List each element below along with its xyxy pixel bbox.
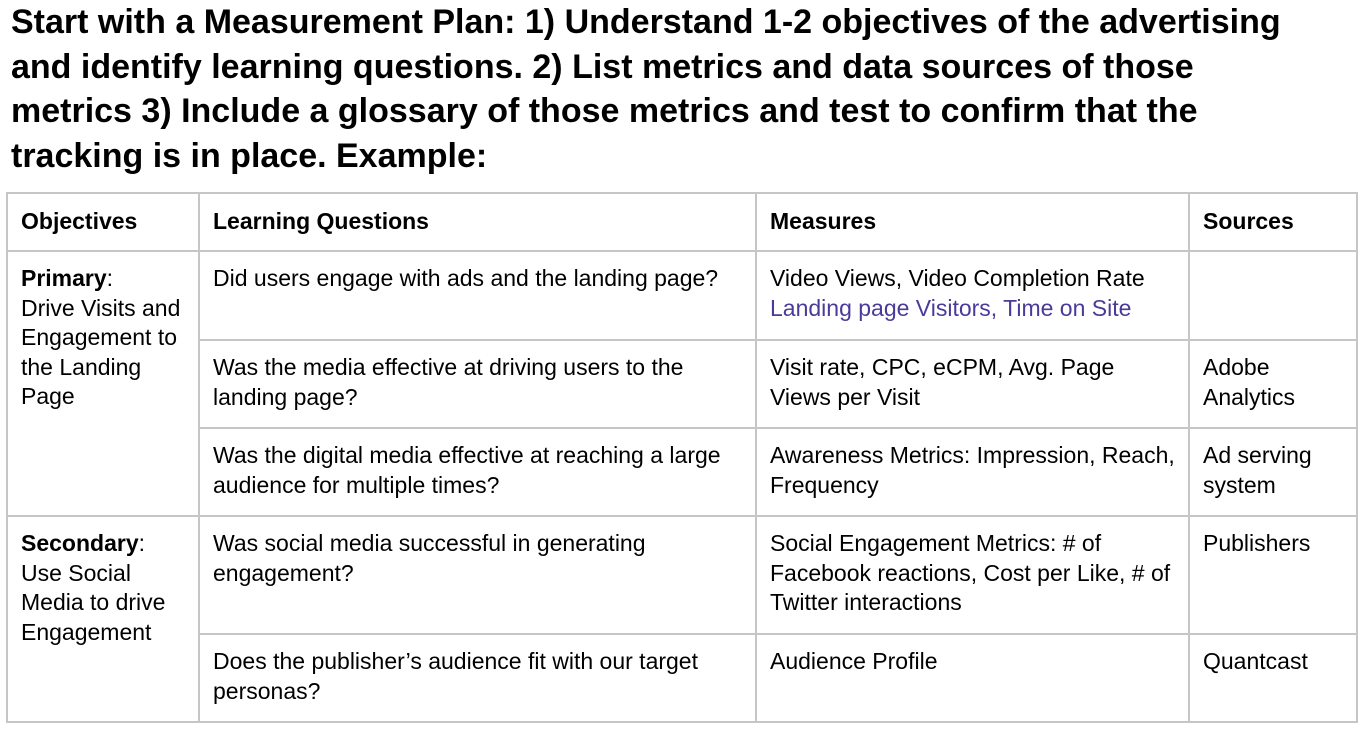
- table-row: Secondary: Use Social Media to drive Eng…: [6, 515, 1358, 723]
- header-measures: Measures: [755, 192, 1190, 252]
- objective-description: Drive Visits and Engagement to the Landi…: [21, 294, 181, 410]
- header-sources: Sources: [1188, 192, 1358, 252]
- header-learning-questions: Learning Questions: [198, 192, 757, 252]
- learning-question-cell: Was social media successful in generatin…: [198, 515, 757, 635]
- source-cell: Publishers: [1188, 515, 1358, 635]
- objective-primary-cell: Primary: Drive Visits and Engagement to …: [6, 250, 200, 517]
- heading-line: tracking is in place. Example:: [11, 136, 488, 175]
- table-header-row: Objectives Learning Questions Measures S…: [6, 192, 1358, 252]
- source-cell: [1188, 250, 1358, 341]
- measures-cell: Social Engagement Metrics: # of Facebook…: [755, 515, 1190, 635]
- objective-label-suffix: :: [106, 265, 114, 291]
- objective-label-suffix: :: [138, 530, 145, 556]
- objective-secondary-cell: Secondary: Use Social Media to drive Eng…: [6, 515, 200, 723]
- header-objectives: Objectives: [6, 192, 200, 252]
- table-row: Was the digital media effective at reach…: [7, 427, 1358, 517]
- objective-label: Secondary: [21, 530, 139, 556]
- heading-line: Start with a Measurement Plan: 1) Unders…: [11, 3, 1281, 41]
- source-cell: Quantcast: [1188, 633, 1358, 723]
- measures-cell: Video Views, Video Completion Rate Landi…: [755, 250, 1190, 341]
- table-row: Does the publisher’s audience fit with o…: [7, 633, 1358, 723]
- page-heading: Start with a Measurement Plan: 1) Unders…: [11, 0, 1370, 178]
- measures-text: Video Views, Video Completion Rate: [770, 265, 1145, 291]
- source-cell: Adobe Analytics: [1188, 339, 1358, 429]
- objective-description: Use Social Media to drive Engagement: [21, 559, 166, 645]
- learning-question-cell: Was the digital media effective at reach…: [198, 427, 757, 517]
- measures-cell: Audience Profile: [755, 633, 1190, 723]
- table-row: Primary: Drive Visits and Engagement to …: [6, 250, 1358, 517]
- objective-label: Primary: [21, 265, 107, 291]
- source-cell: Ad serving system: [1188, 427, 1358, 517]
- learning-question-cell: Was the media effective at driving users…: [198, 339, 757, 429]
- learning-question-cell: Did users engage with ads and the landin…: [198, 250, 757, 341]
- learning-question-cell: Does the publisher’s audience fit with o…: [198, 633, 757, 723]
- heading-line: metrics 3) Include a glossary of those m…: [11, 92, 1198, 130]
- measures-link[interactable]: Landing page Visitors, Time on Site: [770, 294, 1132, 321]
- heading-line: and identify learning questions. 2) List…: [11, 47, 1194, 86]
- table-row: Was the media effective at driving users…: [7, 339, 1358, 429]
- measures-cell: Visit rate, CPC, eCPM, Avg. Page Views p…: [755, 339, 1190, 429]
- measurement-plan-table: Objectives Learning Questions Measures S…: [6, 192, 1358, 723]
- measures-cell: Awareness Metrics: Impression, Reach, Fr…: [755, 427, 1190, 517]
